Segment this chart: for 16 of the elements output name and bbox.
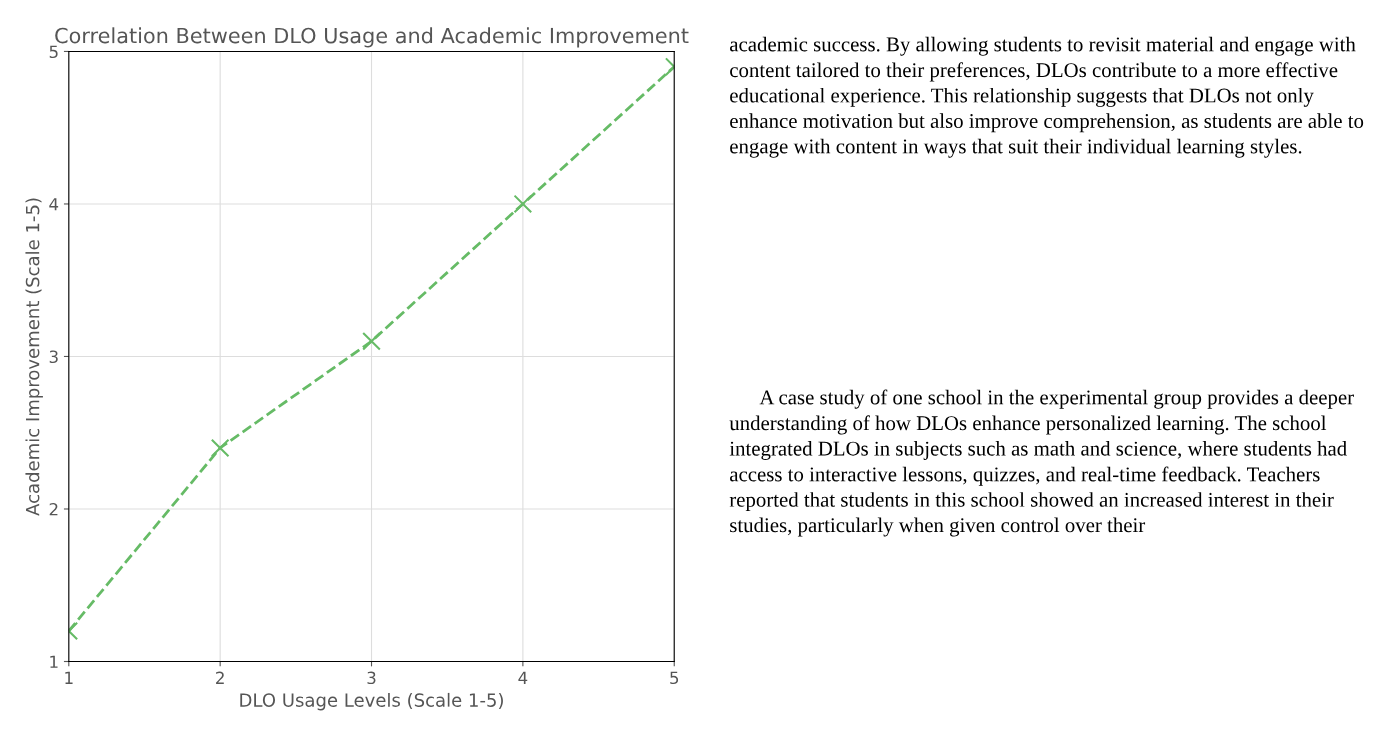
y-tick-label: 3 — [49, 350, 58, 364]
text: A case study of one school in the experimental group provides a deeper understanding of how DLOs enhance personalized learning. The school integrated DLOs in subjects such as math and science, where students had access to interactive lessons, quizzes, and real-time feedback. Teachers reported that students in this school showed an increased interest in their studies, particularly when given control over their — [729, 389, 1354, 537]
y-tick-label: 2 — [49, 502, 58, 516]
text: academic success. By allowing students to revisit material and engage with content tailored to their preferences, DLOs contribute to a more effective educational experience. This relationship suggests that DLOs not only enhance motivation but also improve comprehension, as students are able to engage with content in ways that suit their individual learning styles. — [730, 36, 1364, 158]
chart-title: Correlation Between DLO Usage and Academic Improvement — [55, 27, 689, 48]
y-tick-label: 4 — [49, 198, 59, 211]
x-axis-title: DLO Usage Levels (Scale 1-5) — [240, 692, 503, 711]
y-tick-label: 5 — [49, 45, 58, 59]
x-tick-label: 5 — [670, 671, 679, 685]
point — [362, 331, 381, 351]
x-tick-label: 4 — [518, 671, 528, 684]
x-tick-label: 1 — [65, 671, 73, 684]
y-axis-title: Academic Improvement (Scale 1-5) — [25, 198, 43, 516]
x-tick-label: 3 — [367, 671, 376, 685]
x-tick-label: 2 — [216, 671, 224, 684]
y-tick-label: 1 — [50, 655, 58, 668]
